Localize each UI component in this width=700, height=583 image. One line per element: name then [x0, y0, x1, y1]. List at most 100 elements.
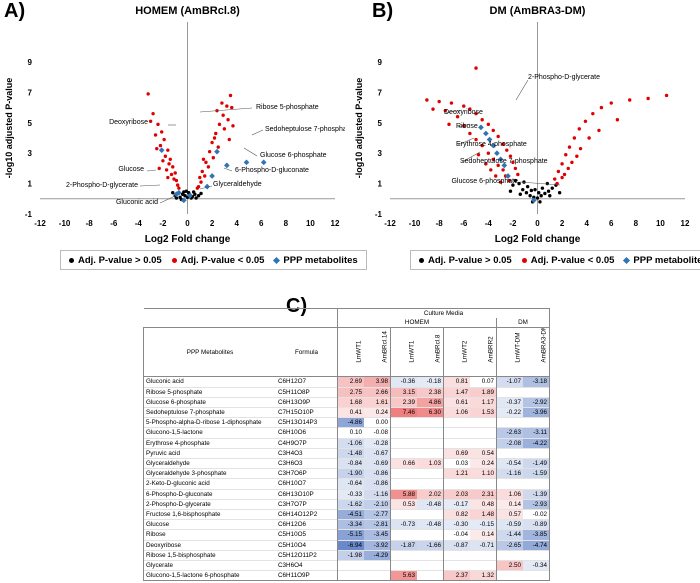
y-tick-label: 5 [28, 119, 33, 128]
fold-change-cell: 0.07 [470, 376, 497, 388]
annotation: Gluconic acid [116, 195, 176, 206]
fold-change-cell [364, 570, 391, 582]
ppp-point [494, 150, 500, 157]
sig-point [491, 128, 495, 133]
fold-change-cell [443, 478, 470, 490]
metabolite-name: Ribose 1,5-bisphosphate [143, 549, 276, 561]
metabolite-formula: C5H10O5 [276, 529, 338, 541]
fold-change-cell [337, 570, 364, 582]
fold-change-cell: -1.98 [337, 549, 364, 561]
metabolite-formula: C4H9O7P [276, 437, 338, 449]
column-header: LmWT1 [390, 327, 417, 378]
y-tick-label: -1 [375, 210, 383, 219]
fold-change-cell: 1.53 [470, 407, 497, 418]
x-tick-label: 10 [656, 219, 665, 228]
sig-point [174, 178, 179, 183]
ns-point [538, 200, 542, 204]
fold-change-cell [390, 447, 417, 459]
fold-change-cell: -5.15 [337, 529, 364, 541]
annotation: 2-Phospho-D-glycerate [66, 182, 161, 189]
y-tick-label: 9 [378, 58, 383, 67]
sig-point [204, 160, 208, 165]
fold-change-cell: 4.86 [417, 396, 444, 408]
annotation-label: 6-Phospho-D-gluconate [235, 167, 309, 174]
ns-point [513, 178, 518, 183]
metabolite-name: Ribose 5-phosphate [143, 386, 276, 398]
table-row: 5-Phospho-alpha-D-ribose 1-diphosphate C5… [143, 417, 550, 428]
fold-change-cell [523, 570, 550, 582]
fold-change-cell: -0.69 [364, 458, 391, 469]
blank-header [276, 308, 338, 319]
fold-change-cell [417, 468, 444, 479]
sig-point [597, 128, 601, 133]
sig-point [455, 115, 460, 119]
fold-change-cell: 2.03 [443, 488, 470, 500]
fold-change-cell: -0.37 [496, 396, 523, 408]
sig-point [507, 178, 511, 183]
panel-label-b: B) [372, 0, 394, 22]
ns-point [191, 190, 196, 194]
y-tick-label: -1 [25, 210, 33, 219]
sig-point [155, 146, 159, 151]
fold-change-cell: -0.73 [390, 519, 417, 530]
blank-header [144, 318, 277, 328]
fold-change-cell: -1.07 [496, 376, 523, 388]
fold-change-cell: -0.71 [470, 539, 497, 551]
x-tick-label: 0 [185, 219, 190, 228]
annotation-label: Glucose 6-phosphate [260, 152, 327, 159]
fold-change-cell: 2.39 [390, 396, 417, 408]
ns-point [183, 194, 187, 198]
metabolite-formula: C7H15O10P [276, 407, 338, 418]
sig-point [175, 183, 180, 187]
fold-change-cell: 0.41 [337, 407, 364, 418]
formula-column-header: Formula [276, 327, 338, 378]
sig-point [572, 136, 577, 140]
table-row: Ribose C5H10O5 -5.15 -3.45 -0.04 0.14 -1.44 -3.… [143, 529, 550, 541]
metabolite-formula: C6H13O9P [276, 396, 338, 408]
x-tick-label: 6 [609, 219, 614, 228]
sig-point [474, 66, 478, 70]
sig-point [207, 149, 212, 154]
x-tick-label: -12 [34, 219, 46, 228]
fold-change-cell: -1.66 [417, 539, 444, 551]
fold-change-cell: -0.89 [523, 519, 550, 530]
ns-point [511, 183, 515, 187]
ns-point [532, 195, 536, 199]
annotation: Ribose 5-phosphate [199, 104, 319, 113]
plot-title: DM (AmBRA3-DM) [490, 5, 586, 17]
table-row: 2-Phospho-D-glycerate C3H7O7P -1.62 -2.10 0.… [143, 498, 550, 510]
sig-point [609, 101, 613, 105]
sig-point [172, 177, 176, 181]
sig-point [214, 131, 218, 136]
table-row: Glyceraldehyde 3-phosphate C3H7O6P -1.90 -0… [143, 468, 550, 479]
fold-change-cell: -0.17 [443, 498, 470, 510]
fold-change-cell: 5.88 [390, 488, 417, 500]
y-axis-label: -log10 adjusted P-value [4, 78, 14, 179]
annotation-label: 2-Phospho-D-glycerate [66, 182, 138, 189]
fold-change-cell: 2.75 [337, 386, 364, 398]
table-row: Glucono-1,5-lactone C6H10O6 0.10 -0.08 -2.63… [143, 427, 550, 439]
sig-point [486, 122, 491, 127]
fold-change-cell: 1.03 [417, 458, 444, 469]
x-tick-label: -12 [384, 219, 396, 228]
ns-point [184, 189, 188, 193]
annotation-label: Glucose [118, 166, 144, 173]
sig-point [591, 111, 595, 116]
fold-change-cell [417, 447, 444, 459]
annotation: Deoxyribose [444, 109, 483, 116]
annotation-label: Deoxyribose [444, 109, 483, 116]
fold-change-cell [496, 549, 523, 561]
fold-change-cell: -0.64 [337, 478, 364, 490]
sig-point [480, 118, 484, 122]
metabolite-formula: C3H7O6P [276, 468, 338, 479]
annotation: Sedoheptulose 7-phosphate [251, 126, 345, 136]
ns-point [518, 192, 522, 196]
fold-change-cell: 0.57 [496, 509, 523, 520]
sig-point [567, 145, 572, 149]
metabolite-formula: C6H11O9P [276, 570, 338, 582]
metabolite-formula: C5H13O14P3 [276, 417, 338, 428]
sig-point [157, 166, 161, 171]
sig-point [480, 143, 484, 148]
ns-point [521, 187, 525, 192]
fold-change-cell [470, 437, 497, 449]
